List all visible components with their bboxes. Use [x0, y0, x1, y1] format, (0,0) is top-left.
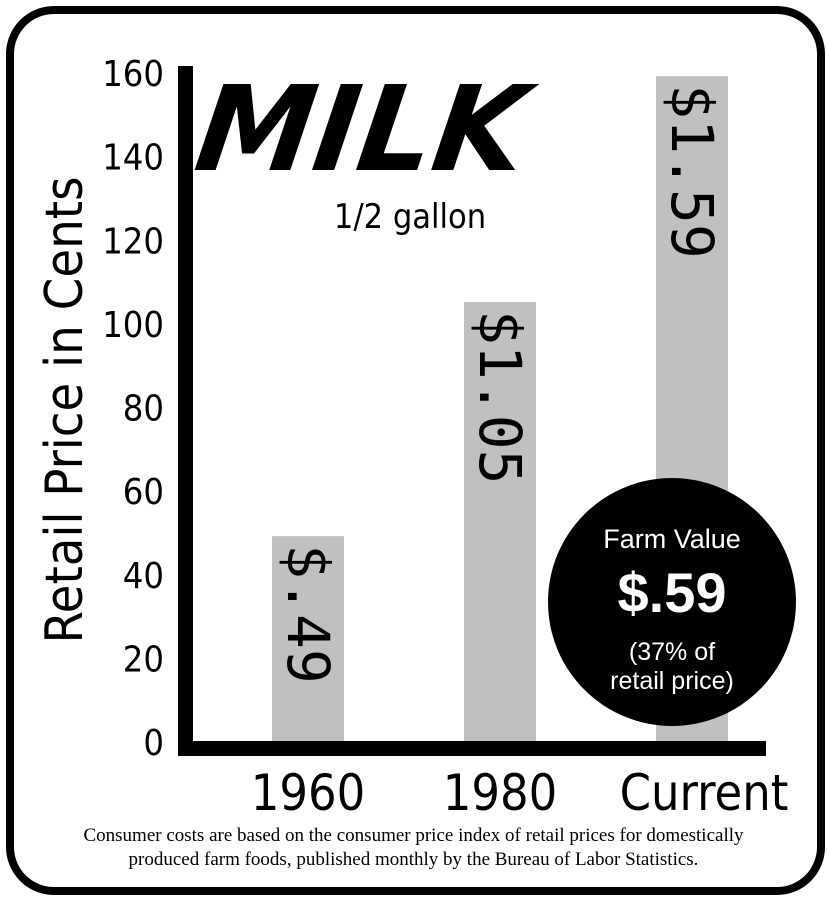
x-tick-label: Current	[620, 764, 789, 822]
farm-value-callout: Farm Value $.59 (37% of retail price)	[548, 478, 796, 726]
bar-value-label: $1.59	[658, 84, 726, 259]
x-tick-label: 1960	[251, 764, 365, 822]
chart-subtitle: 1/2 gallon	[334, 197, 486, 237]
y-tick-label: 100	[102, 305, 164, 346]
footnote: Consumer costs are based on the consumer…	[30, 824, 797, 872]
y-tick-label: 20	[123, 639, 164, 680]
footnote-line-1: Consumer costs are based on the consumer…	[83, 825, 744, 846]
y-tick-label: 140	[102, 138, 164, 179]
chart-title: MILK	[188, 61, 543, 198]
x-tick-labels: 1960 1980 Current	[251, 764, 789, 822]
farm-value-note-line2: retail price)	[610, 667, 734, 695]
bar-labels: $.49 $1.05 $1.59	[274, 84, 726, 684]
farm-value-title: Farm Value	[603, 524, 741, 554]
y-tick-labels: 0 20 40 60 80 100 120 140 160	[102, 54, 164, 764]
y-tick-label: 160	[102, 54, 164, 95]
farm-value-note-line1: (37% of	[629, 638, 715, 666]
y-tick-label: 80	[123, 389, 164, 430]
y-tick-label: 60	[123, 472, 164, 513]
bar	[464, 301, 536, 741]
y-tick-label: 0	[143, 723, 164, 764]
x-tick-label: 1980	[443, 764, 557, 822]
y-tick-label: 40	[123, 556, 164, 597]
x-axis-line	[178, 741, 766, 756]
farm-value-circle	[548, 478, 796, 726]
bar-value-label: $.49	[274, 544, 342, 684]
footnote-line-2: produced farm foods, published monthly b…	[128, 849, 699, 870]
y-tick-label: 120	[102, 221, 164, 262]
y-axis-line	[178, 66, 193, 756]
farm-value-amount: $.59	[618, 561, 727, 624]
bar-value-label: $1.05	[466, 310, 534, 485]
y-axis-title: Retail Price in Cents	[35, 176, 95, 643]
bar	[272, 536, 344, 741]
